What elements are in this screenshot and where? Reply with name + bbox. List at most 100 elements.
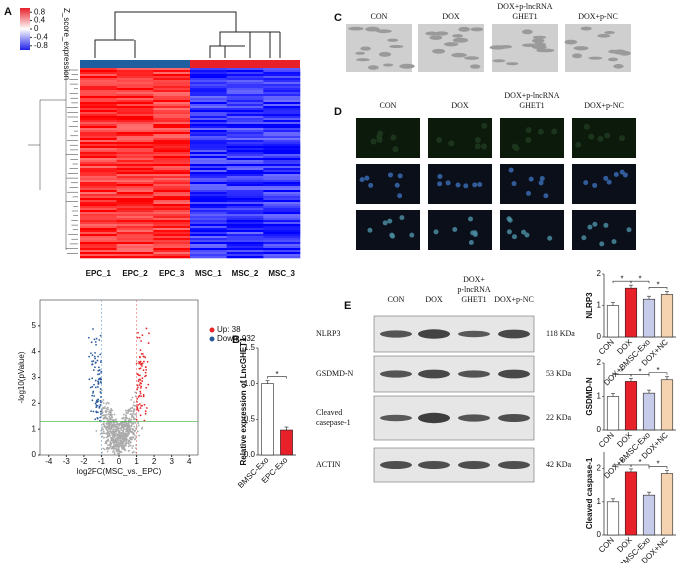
heatmap-cell [263, 230, 301, 233]
heatmap-cell [116, 164, 154, 167]
bar [660, 294, 674, 338]
heatmap-cell [153, 94, 191, 97]
cell-shape [564, 39, 578, 45]
volcano-dot [102, 402, 105, 404]
volcano-dot [97, 369, 100, 372]
volcano-dot [128, 443, 130, 445]
heatmap-cell [80, 112, 117, 115]
heatmap-cell [80, 82, 117, 85]
heatmap-cell [263, 222, 301, 225]
cell-shape [521, 29, 533, 35]
volcano-dot [115, 447, 117, 450]
volcano-dot [141, 362, 144, 365]
heatmap-cell [116, 230, 154, 233]
row-dendrogram [28, 69, 78, 254]
heatmap-cell [263, 158, 301, 161]
nucleus [409, 232, 415, 238]
heatmap-cell [226, 190, 264, 193]
heatmap-cell [116, 112, 154, 115]
volcano-dot [92, 369, 95, 372]
heatmap-cell [263, 174, 301, 177]
heatmap-cell [226, 86, 264, 89]
heatmap-cell [190, 120, 227, 123]
heatmap-cell [190, 148, 227, 151]
volcano-cloud [87, 327, 150, 456]
heatmap-cell [80, 250, 117, 253]
y-tick-label: 0.0 [244, 450, 256, 459]
heatmap-cell [153, 98, 191, 101]
heatmap-cell [226, 194, 264, 197]
heatmap-cell [153, 88, 191, 91]
heatmap-cell [263, 86, 301, 89]
heatmap-cell [116, 116, 154, 119]
heatmap-cell [153, 172, 191, 175]
heatmap-cell [116, 196, 154, 199]
heatmap-cell [80, 174, 117, 177]
volcano-dot [98, 377, 101, 380]
volcano-dot [137, 404, 139, 406]
heatmap-cell [190, 112, 227, 115]
volcano-dot [108, 415, 111, 418]
volcano-dot [142, 355, 145, 358]
volcano-dot [130, 421, 133, 424]
heatmap-cell [226, 102, 264, 105]
heatmap-cell [190, 252, 227, 255]
volcano-dot [142, 393, 145, 396]
heatmap-cell [116, 136, 154, 139]
volcano-dot [141, 365, 143, 367]
heatmap-cell [263, 118, 301, 121]
heatmap-cell [226, 152, 264, 155]
heatmap-cell [226, 172, 264, 175]
volcano-dot [110, 447, 113, 450]
volcano-dot [131, 432, 134, 435]
heatmap-cell [153, 124, 191, 127]
heatmap-cell [263, 186, 301, 189]
y-tick-label: 0 [597, 425, 602, 434]
heatmap-cells [80, 68, 301, 259]
volcano-dot [121, 417, 124, 420]
volcano-dot [136, 336, 139, 339]
heatmap-cell [190, 130, 227, 133]
nucleus [474, 143, 481, 150]
cell-shape [532, 44, 547, 50]
heatmap-cell [116, 128, 154, 131]
heatmap-cell [80, 248, 117, 251]
heatmap-cell [263, 80, 301, 83]
heatmap-cell [190, 162, 227, 165]
heatmap-cell [153, 76, 191, 79]
volcano-dot [113, 453, 116, 455]
heatmap-cell [263, 124, 301, 127]
heatmap-cell [80, 68, 117, 71]
y-axis-label: GSDMD-N [585, 377, 594, 415]
heatmap-cell [263, 110, 301, 113]
heatmap-cell [263, 98, 301, 101]
volcano-dot [95, 430, 98, 432]
band-size: 53 KDa [546, 369, 572, 378]
heatmap-cell [226, 248, 264, 251]
heatmap-cell [116, 238, 154, 241]
heatmap-cell [226, 256, 264, 259]
volcano-dot [91, 399, 94, 402]
heatmap-cell [263, 108, 301, 111]
significance-bracket [630, 374, 650, 377]
cell-shape [607, 57, 619, 62]
volcano-dot [97, 373, 99, 376]
nucleus [526, 190, 532, 196]
heatmap-cell [116, 140, 154, 143]
volcano-dot [94, 418, 97, 421]
volcano-dot [99, 400, 102, 402]
y-tick-label: 1 [597, 301, 602, 310]
volcano-dot [88, 378, 91, 381]
heatmap-cell [263, 182, 301, 185]
heatmap-cell [263, 164, 301, 167]
heatmap-cell [263, 162, 301, 165]
fluorescence-image [500, 118, 564, 158]
volcano-dot [143, 403, 146, 406]
volcano-dot [112, 428, 115, 431]
heatmap-cell [153, 186, 191, 189]
volcano-dot [116, 438, 119, 441]
volcano-dot [139, 407, 142, 409]
heatmap-cell [263, 70, 301, 73]
volcano-dot [139, 392, 142, 395]
volcano-dot [109, 443, 112, 446]
